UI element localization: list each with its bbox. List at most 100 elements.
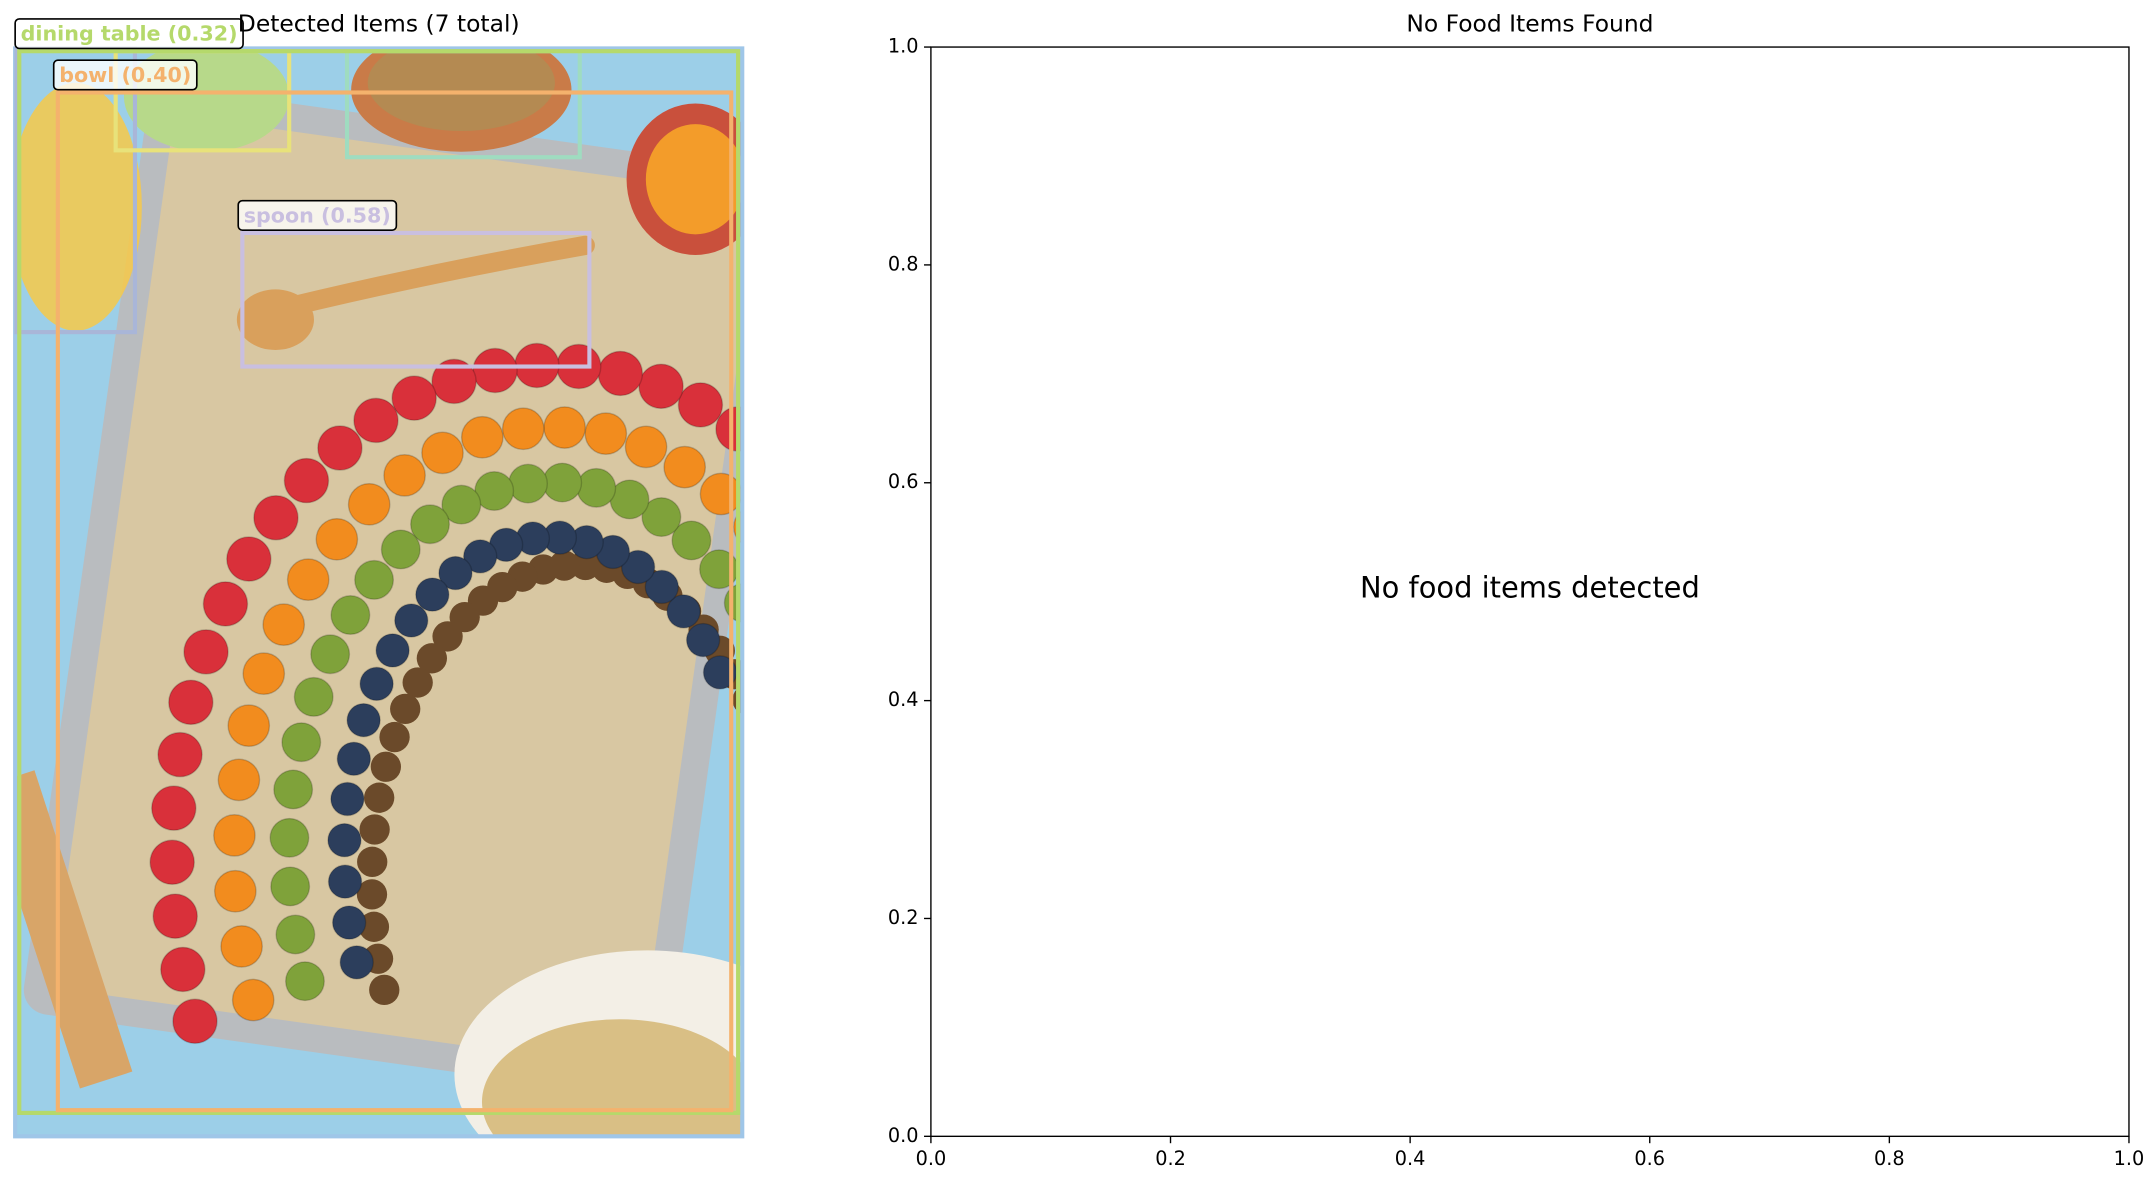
- label-box: [237, 199, 398, 232]
- fruit: [677, 382, 724, 428]
- fruit: [460, 415, 504, 459]
- y-tick-label: 0.0: [888, 1124, 919, 1147]
- fruit: [183, 629, 229, 675]
- fruit: [542, 462, 583, 503]
- fruit: [699, 472, 743, 516]
- fruit: [369, 974, 400, 1006]
- axes-frame: [930, 46, 2130, 1138]
- fruit: [380, 529, 421, 570]
- chart-title: Detected Items (7 total): [238, 10, 520, 38]
- x-tick-label: 0.6: [1634, 1147, 1665, 1170]
- fruit: [327, 822, 362, 858]
- fruit: [624, 425, 668, 469]
- fruit: [438, 555, 473, 591]
- y-tick-label: 0.4: [888, 688, 919, 711]
- fruit: [330, 595, 371, 635]
- fruit: [641, 497, 682, 538]
- detection-box: [17, 49, 741, 1115]
- fruit: [751, 436, 795, 480]
- fruit: [347, 482, 391, 526]
- fruit: [356, 879, 388, 910]
- fruit: [293, 676, 334, 717]
- fruit: [570, 549, 601, 581]
- fruit: [359, 666, 394, 702]
- x-tick-label: 1.0: [2114, 1147, 2145, 1170]
- fruit: [784, 470, 828, 514]
- x-tick-label: 0.4: [1395, 1147, 1426, 1170]
- fruit: [663, 445, 707, 489]
- fruit: [353, 397, 399, 444]
- fruit: [421, 431, 464, 475]
- fruit: [358, 911, 390, 942]
- detection-box: [240, 230, 592, 369]
- fruit: [415, 577, 450, 612]
- fruit: [666, 594, 701, 629]
- fruit: [339, 945, 374, 980]
- fruit: [394, 603, 429, 638]
- fruit: [402, 667, 433, 698]
- fruit: [671, 520, 712, 561]
- x-tick-label: 0.8: [1874, 1147, 1905, 1170]
- detection-box: [55, 90, 734, 1113]
- detection-box: [13, 46, 745, 1139]
- fruit: [273, 769, 314, 810]
- fruit: [220, 925, 263, 968]
- fruit: [813, 509, 857, 553]
- fruit: [336, 741, 372, 776]
- fruit: [152, 893, 198, 939]
- y-tick-label: 0.2: [888, 906, 919, 929]
- fruit: [416, 643, 448, 674]
- fruit: [462, 539, 498, 574]
- fruit: [330, 781, 365, 817]
- fruit: [584, 412, 628, 455]
- fruit: [441, 484, 482, 525]
- fruit: [354, 559, 395, 600]
- fruit: [226, 536, 272, 582]
- fruit: [597, 350, 644, 397]
- y-tick-label: 0.8: [888, 252, 919, 275]
- fruit: [202, 581, 249, 627]
- fruit: [472, 347, 518, 394]
- fruit: [275, 914, 316, 955]
- fruit: [620, 549, 656, 585]
- fruit: [242, 652, 286, 695]
- fruit: [172, 998, 218, 1044]
- fruit: [262, 603, 306, 646]
- fruit: [217, 758, 261, 802]
- fruit: [283, 457, 330, 504]
- fruit: [383, 454, 426, 497]
- fruit: [432, 621, 463, 652]
- detection-boxes: dining table (0.32) bowl (0.40) spoon (0.5…: [13, 18, 745, 1139]
- label-box: [14, 18, 244, 50]
- fruit: [370, 751, 402, 782]
- fruit: [281, 722, 322, 763]
- detection-label: bowl (0.40): [59, 63, 191, 87]
- fruit: [364, 782, 395, 813]
- fruit: [375, 633, 410, 668]
- fruit: [284, 961, 325, 1002]
- x-tick-label: 0.0: [916, 1147, 947, 1170]
- label-box: [52, 59, 198, 91]
- fruit: [746, 621, 785, 660]
- annotation: No food items detected: [1360, 571, 1700, 605]
- fruit: [508, 463, 548, 504]
- fruit: [213, 869, 257, 913]
- fruit: [151, 785, 197, 831]
- fruit: [331, 905, 367, 940]
- fruit: [839, 552, 883, 596]
- fruit: [253, 495, 299, 541]
- detection-label: dining table (0.32): [21, 22, 238, 46]
- fruit: [410, 504, 450, 545]
- fruit: [543, 406, 586, 449]
- fruit: [286, 558, 330, 601]
- fruit: [391, 375, 437, 421]
- fruit: [764, 545, 805, 586]
- fruit: [379, 721, 410, 753]
- y-tick-label: 1.0: [888, 35, 919, 58]
- fruit: [638, 363, 684, 410]
- fruit: [213, 814, 256, 857]
- fruit: [227, 704, 271, 747]
- fruit: [315, 517, 359, 561]
- fruit: [270, 866, 311, 907]
- fruit: [310, 634, 351, 675]
